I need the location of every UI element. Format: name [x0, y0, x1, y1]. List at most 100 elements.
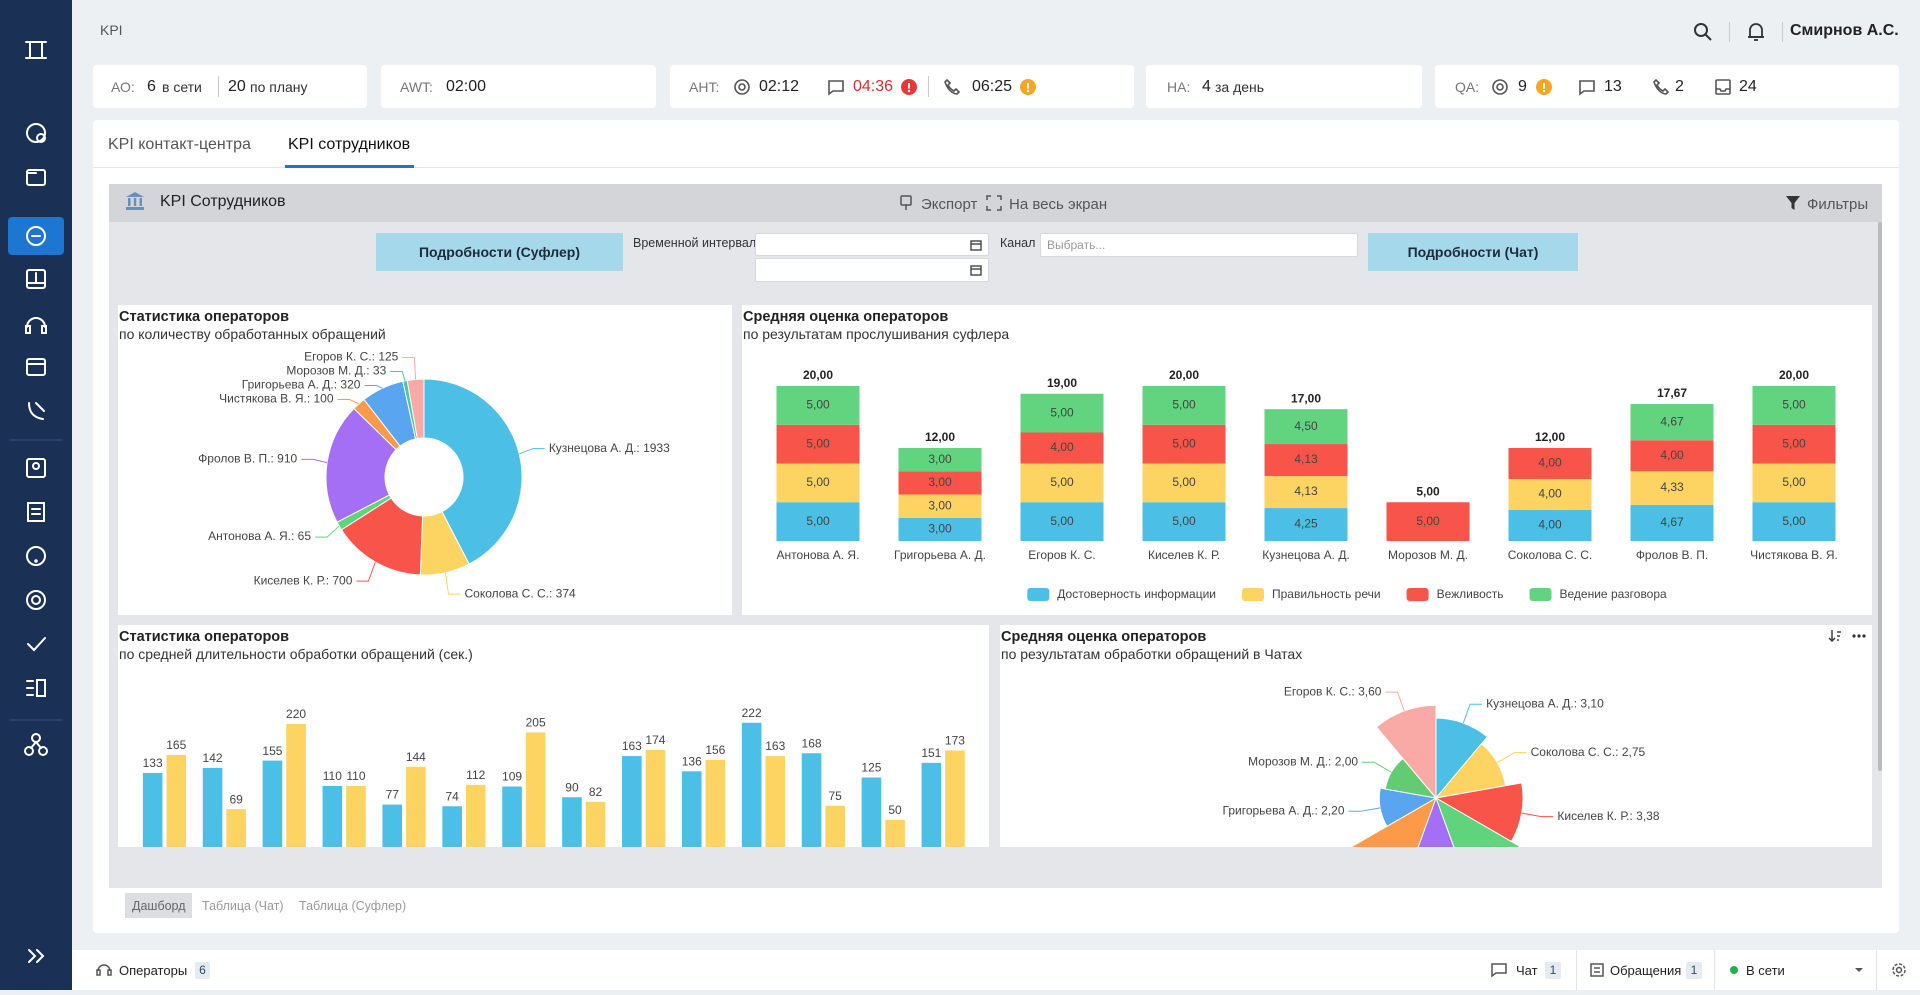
user-name[interactable]: Смирнов А.С. — [1790, 22, 1899, 39]
total-label: 19,00 — [1047, 376, 1077, 390]
pie-slice — [423, 378, 523, 565]
segment-label: 3,00 — [928, 522, 952, 536]
bar — [502, 786, 522, 847]
data-label: 155 — [262, 744, 282, 758]
x-tick-label: Фролов В. П. — [1636, 548, 1708, 562]
nav-icon[interactable] — [27, 502, 45, 522]
nav-icon[interactable] — [26, 458, 46, 478]
bar — [885, 819, 905, 847]
stat-value: 6 — [147, 77, 156, 95]
nav-icon[interactable] — [26, 590, 46, 610]
fullscreen-button[interactable]: На весь экран — [1009, 196, 1108, 213]
polar-sector — [1378, 787, 1438, 828]
chart-tools[interactable] — [1828, 628, 1868, 644]
leader-line — [1348, 807, 1381, 812]
export-button[interactable]: Экспорт — [921, 196, 978, 213]
bar — [645, 749, 666, 847]
bar — [465, 784, 486, 847]
nav-icon[interactable] — [26, 123, 46, 143]
requests-label[interactable]: Обращения — [1610, 963, 1682, 978]
email-icon — [734, 78, 750, 95]
segment-label: 5,00 — [1172, 514, 1196, 528]
filter-icon[interactable] — [1786, 196, 1800, 210]
bar — [585, 801, 606, 847]
segment-label: 3,00 — [928, 475, 952, 489]
expand-icon[interactable] — [28, 949, 45, 963]
bar-segment — [898, 517, 982, 541]
nav-icon[interactable] — [25, 317, 47, 334]
settings-icon[interactable] — [1891, 962, 1907, 978]
bottom-tab[interactable]: Таблица (Чат) — [202, 899, 284, 913]
bell-icon[interactable] — [1746, 21, 1766, 43]
nav-icon[interactable] — [26, 358, 46, 376]
leader-line — [315, 525, 340, 538]
chart-subtitle: по количеству обработанных обращений — [119, 326, 386, 342]
legend-label: Достоверность информации — [1057, 587, 1216, 601]
export-icon[interactable] — [898, 194, 914, 212]
nav-icon[interactable] — [27, 637, 46, 652]
chat-label[interactable]: Чат — [1516, 963, 1538, 978]
date-to-input[interactable] — [755, 258, 989, 282]
bar-segment — [1264, 409, 1348, 445]
leader-line — [1521, 812, 1554, 818]
segment-label: 3,00 — [928, 452, 952, 466]
nav-icon[interactable] — [28, 402, 45, 420]
nav-icon[interactable] — [24, 733, 48, 756]
data-label: 77 — [386, 788, 400, 802]
x-tick-label: Соколова С. С. — [1508, 548, 1593, 562]
menu-icon[interactable] — [25, 41, 47, 59]
chart-title: Средняя оценка операторов — [743, 309, 949, 325]
data-label: 125 — [861, 761, 881, 775]
operators-label[interactable]: Операторы — [119, 963, 188, 978]
divider — [1714, 950, 1715, 990]
bar — [262, 760, 283, 847]
chart-card: 5,00 5,00 5,00 5,00 20,00 Антонова А. Я. 3,00 3… — [742, 305, 1872, 615]
segment-label: 4,00 — [1538, 456, 1562, 470]
segment-label: 4,00 — [1538, 487, 1562, 501]
bar-segment — [1020, 502, 1104, 541]
date-from-input[interactable] — [755, 233, 989, 256]
segment-label: 4,67 — [1660, 515, 1684, 529]
bottom-tab[interactable]: Дашборд — [132, 899, 186, 913]
data-label: Морозов М. Д.: 2,00 — [1248, 754, 1358, 768]
tab[interactable]: KPI контакт-центра — [108, 136, 251, 153]
segment-label: 4,50 — [1294, 419, 1318, 433]
tab-active[interactable]: KPI сотрудников — [288, 136, 411, 153]
stat-label: AWT: — [400, 78, 433, 95]
data-label: 109 — [502, 770, 522, 784]
segment-label: 5,00 — [1172, 475, 1196, 489]
data-label: 110 — [323, 769, 342, 783]
nav-icon[interactable] — [26, 169, 46, 186]
bar-segment — [1508, 510, 1592, 541]
bottom-tab-active-bg — [125, 893, 192, 918]
details-prompter-button[interactable]: Подробности (Суфлер) — [376, 233, 623, 271]
nav-icon[interactable] — [26, 269, 46, 289]
nav-icon[interactable] — [26, 679, 46, 697]
bar-segment — [898, 471, 982, 495]
total-label: 17,00 — [1291, 391, 1321, 405]
x-tick-label: Чистякова В. Я. — [1750, 548, 1838, 562]
data-label: 168 — [802, 736, 822, 750]
details-chat-button[interactable]: Подробности (Чат) — [1368, 233, 1578, 271]
status-select[interactable]: В сети — [1746, 963, 1785, 978]
warning-badge — [1536, 78, 1552, 95]
filters-button[interactable]: Фильтры — [1807, 196, 1869, 213]
nav-icon-active[interactable] — [26, 226, 46, 246]
bar-segment — [1020, 393, 1104, 433]
nav-icon[interactable] — [26, 546, 46, 566]
channel-select[interactable]: Выбрать... — [1040, 233, 1358, 257]
data-label: Фролов В. П.: 910 — [198, 452, 297, 466]
pie-slice — [325, 407, 397, 523]
search-icon[interactable] — [1693, 22, 1713, 42]
scrollbar[interactable] — [1878, 222, 1882, 771]
data-label: 165 — [166, 738, 186, 752]
fullscreen-icon[interactable] — [986, 195, 1002, 211]
bar — [382, 804, 403, 847]
dropdown-caret[interactable] — [1854, 966, 1864, 974]
total-label: 20,00 — [803, 368, 833, 382]
segment-label: 5,00 — [1172, 398, 1196, 412]
bar — [921, 762, 942, 847]
bottom-tab[interactable]: Таблица (Суфлер) — [299, 899, 407, 913]
data-label: 220 — [286, 707, 306, 721]
